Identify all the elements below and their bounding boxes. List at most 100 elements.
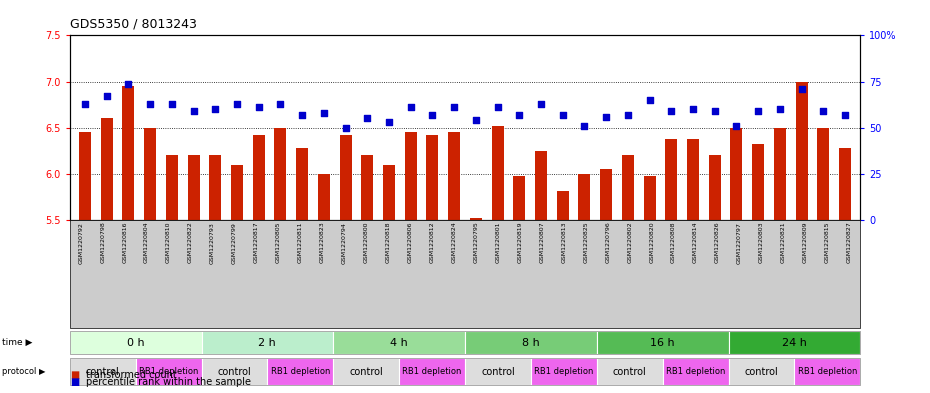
Text: GSM1220818: GSM1220818 <box>386 222 391 263</box>
Bar <box>752 144 764 220</box>
Text: control: control <box>481 367 515 377</box>
Point <box>555 112 570 118</box>
Bar <box>405 132 417 220</box>
Text: RB1 depletion: RB1 depletion <box>403 367 462 376</box>
Text: GSM1220825: GSM1220825 <box>583 222 589 263</box>
Text: ■: ■ <box>70 370 79 380</box>
Bar <box>774 128 786 220</box>
Point <box>251 104 266 110</box>
Text: transformed count: transformed count <box>86 370 178 380</box>
Text: GSM1220814: GSM1220814 <box>693 222 698 263</box>
Text: 8 h: 8 h <box>522 338 539 348</box>
Point <box>469 117 484 123</box>
Text: GSM1220812: GSM1220812 <box>430 222 434 263</box>
Point <box>186 108 201 114</box>
Bar <box>318 174 330 220</box>
Text: GSM1220805: GSM1220805 <box>276 222 281 263</box>
Text: GSM1220795: GSM1220795 <box>473 222 478 263</box>
Text: GSM1220811: GSM1220811 <box>298 222 303 263</box>
Text: GSM1220827: GSM1220827 <box>847 222 852 263</box>
Text: GSM1220808: GSM1220808 <box>671 222 676 263</box>
Text: GSM1220824: GSM1220824 <box>452 222 457 263</box>
Point <box>577 123 591 129</box>
Bar <box>361 155 373 220</box>
Text: time ▶: time ▶ <box>2 338 33 347</box>
Text: GSM1220803: GSM1220803 <box>759 222 764 263</box>
Bar <box>730 128 742 220</box>
Text: GSM1220820: GSM1220820 <box>649 222 654 263</box>
Point <box>685 106 700 112</box>
Point <box>642 97 657 103</box>
Bar <box>383 165 395 220</box>
Text: GSM1220794: GSM1220794 <box>341 222 347 264</box>
Point <box>273 101 288 107</box>
Text: GSM1220821: GSM1220821 <box>781 222 786 263</box>
Point <box>751 108 765 114</box>
Bar <box>79 132 91 220</box>
Bar <box>665 139 677 220</box>
Text: GSM1220822: GSM1220822 <box>188 222 193 263</box>
Bar <box>231 165 243 220</box>
Text: RB1 depletion: RB1 depletion <box>271 367 330 376</box>
Text: GSM1220816: GSM1220816 <box>122 222 127 263</box>
Bar <box>578 174 591 220</box>
Point <box>773 106 788 112</box>
Point <box>100 93 114 99</box>
Point <box>838 112 853 118</box>
Text: GSM1220817: GSM1220817 <box>254 222 259 263</box>
Bar <box>427 135 438 220</box>
Text: GSM1220798: GSM1220798 <box>100 222 105 263</box>
Point <box>490 104 505 110</box>
Text: control: control <box>86 367 120 377</box>
Bar <box>188 155 200 220</box>
Bar <box>557 191 569 220</box>
Text: 24 h: 24 h <box>782 338 807 348</box>
Point <box>207 106 222 112</box>
Point <box>404 104 418 110</box>
Point <box>664 108 679 114</box>
Point <box>165 101 179 107</box>
Bar <box>492 126 503 220</box>
Text: ■: ■ <box>70 377 79 387</box>
Text: 2 h: 2 h <box>259 338 276 348</box>
Text: GSM1220806: GSM1220806 <box>407 222 413 263</box>
Bar <box>687 139 699 220</box>
Point <box>77 101 92 107</box>
Bar <box>339 135 352 220</box>
Text: GSM1220819: GSM1220819 <box>517 222 523 263</box>
Text: GSM1220809: GSM1220809 <box>803 222 808 263</box>
Point <box>339 125 353 131</box>
Point <box>534 101 549 107</box>
Bar <box>209 155 221 220</box>
Text: RB1 depletion: RB1 depletion <box>798 367 857 376</box>
Point <box>142 101 157 107</box>
Text: RB1 depletion: RB1 depletion <box>139 367 198 376</box>
Text: GSM1220826: GSM1220826 <box>715 222 720 263</box>
Point <box>708 108 723 114</box>
Text: RB1 depletion: RB1 depletion <box>534 367 593 376</box>
Point <box>230 101 245 107</box>
Text: 4 h: 4 h <box>391 338 408 348</box>
Text: GSM1220797: GSM1220797 <box>737 222 742 264</box>
Bar <box>253 135 265 220</box>
Point <box>295 112 310 118</box>
Point <box>121 81 136 88</box>
Text: control: control <box>350 367 383 377</box>
Point <box>620 112 635 118</box>
Text: GSM1220792: GSM1220792 <box>78 222 83 264</box>
Bar <box>513 176 525 220</box>
Point <box>360 116 375 122</box>
Point <box>381 119 396 125</box>
Point <box>316 110 331 116</box>
Text: GSM1220799: GSM1220799 <box>232 222 237 264</box>
Bar <box>622 155 634 220</box>
Point <box>512 112 526 118</box>
Text: percentile rank within the sample: percentile rank within the sample <box>86 377 251 387</box>
Text: GSM1220793: GSM1220793 <box>210 222 215 264</box>
Text: GSM1220815: GSM1220815 <box>825 222 830 263</box>
Bar <box>535 151 547 220</box>
Text: GSM1220796: GSM1220796 <box>605 222 610 263</box>
Bar <box>644 176 656 220</box>
Bar <box>448 132 460 220</box>
Bar <box>100 119 113 220</box>
